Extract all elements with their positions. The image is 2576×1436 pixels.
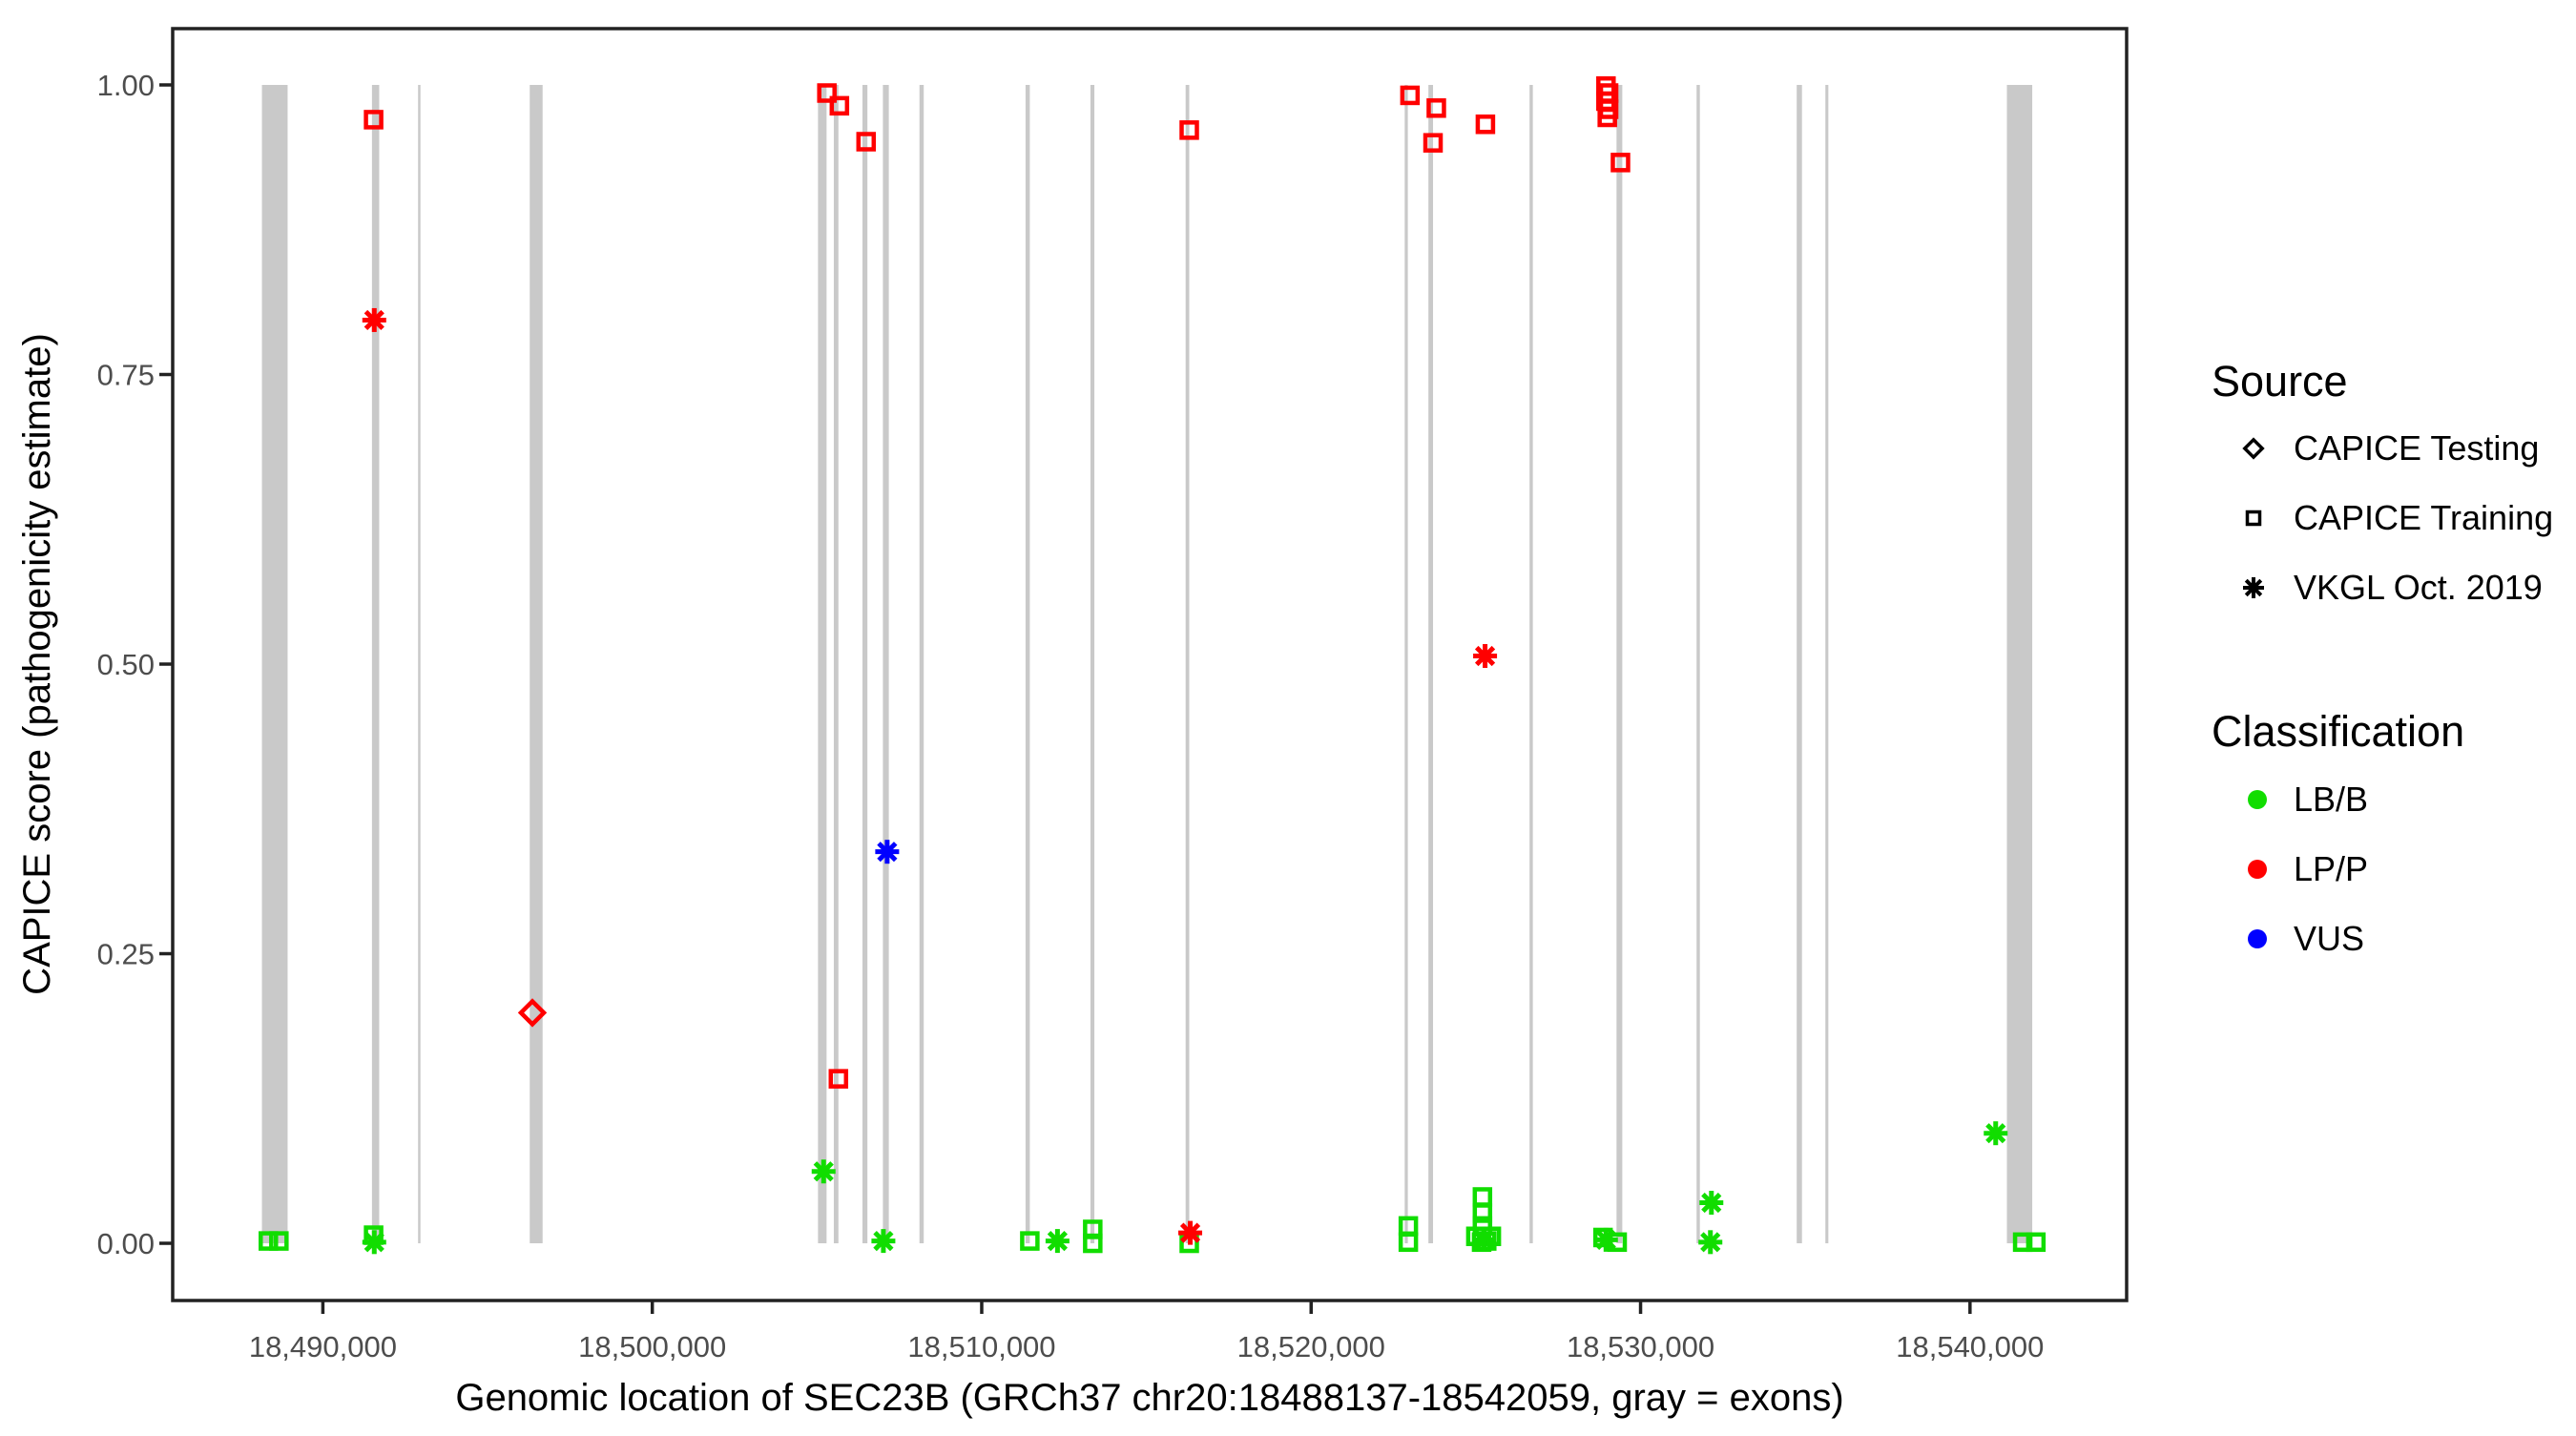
data-point-training [1083,1233,1103,1254]
exon-bar [919,85,924,1244]
exon-bar [818,85,827,1244]
x-tick-label: 18,540,000 [1896,1330,2044,1363]
data-point-vkgl [1698,1230,1723,1255]
data-point-training [1423,133,1444,153]
exon-bar [883,85,889,1244]
x-tick-label: 18,520,000 [1237,1330,1385,1363]
legend-classification-title: Classification [2212,707,2464,756]
exon-bar [1025,85,1030,1244]
data-point-training [828,1069,849,1089]
legend-item-capice-training: CAPICE Training [2294,498,2553,537]
x-axis: 18,490,000 18,500,000 18,510,000 18,520,000… [249,1301,2044,1363]
exon-bar [1797,85,1802,1244]
plot-panel-border [171,27,2129,1302]
exon-bar [862,85,868,1244]
exon-bar [1529,85,1533,1244]
exon-bar [1185,85,1190,1244]
exon-bar [530,85,543,1244]
legend-marker-asterisk [2243,577,2264,598]
y-tick-label: 1.00 [97,69,155,102]
data-point-vkgl [1473,644,1498,669]
data-point-vkgl [1045,1229,1070,1254]
data-point-vkgl [875,840,900,864]
data-point-training [1398,1216,1419,1237]
data-point-vkgl [1472,1227,1497,1252]
data-point-training [259,1231,279,1251]
data-point-training [1472,1203,1493,1223]
data-point-training [1020,1231,1040,1251]
legend-marker-diamond [2242,437,2265,460]
data-point-training [1597,107,1617,128]
exon-bar [2006,85,2033,1244]
data-point-training [2025,1232,2046,1253]
data-point-training [856,132,877,152]
legend-item-vus: VUS [2294,919,2364,958]
legend-marker-square [2245,510,2262,527]
data-point-training [1179,120,1199,140]
exon-bar [1428,85,1434,1244]
exon-bar [1825,85,1829,1244]
legend-source-title: Source [2212,357,2348,406]
data-point-training [1400,85,1421,106]
data-point-training [1426,98,1446,118]
data-point-vkgl [1593,1227,1618,1252]
legend-classification-markers [2248,790,2267,948]
data-point-training [1398,1232,1419,1253]
data-point-training [1475,114,1496,135]
legend-item-lpp: LP/P [2294,849,2368,888]
x-tick-label: 18,490,000 [249,1330,397,1363]
data-point-testing [517,998,548,1028]
y-tick-label: 0.75 [97,359,155,392]
legend-dot-lb-b [2248,790,2267,809]
exon-bar [418,85,421,1244]
data-point-training [829,95,850,116]
exon-bar [1696,85,1700,1244]
legend-item-lbb: LB/B [2294,780,2368,819]
exon-bar [371,85,380,1244]
y-tick-label: 0.50 [97,648,155,681]
data-point-training [1472,1187,1493,1207]
legend-dot-vus [2248,929,2267,948]
data-point-training [817,83,837,103]
exon-bar [261,85,288,1244]
y-tick-label: 0.00 [97,1227,155,1260]
y-tick-label: 0.25 [97,938,155,971]
data-point-vkgl [362,307,386,332]
legend-dot-lp-p [2248,860,2267,879]
data-point-vkgl [871,1229,896,1254]
data-points-group [259,75,2046,1255]
data-point-vkgl [1984,1121,2008,1146]
data-point-vkgl [1699,1191,1724,1216]
data-point-vkgl [811,1159,836,1184]
data-point-training [1610,153,1631,173]
exon-bar [1404,85,1408,1244]
exon-bar [1616,85,1623,1244]
data-point-vkgl [362,1230,386,1255]
y-axis-title: CAPICE score (pathogenicity estimate) [16,333,58,995]
x-tick-label: 18,500,000 [578,1330,726,1363]
legend-source: Source CAPICE Testing CAPICE Training VK… [2212,357,2553,607]
exon-bar [1090,85,1095,1244]
legend-source-markers [2242,437,2265,598]
data-point-training [269,1231,289,1251]
legend-item-vkgl: VKGL Oct. 2019 [2294,568,2543,607]
x-axis-title: Genomic location of SEC23B (GRCh37 chr20… [455,1377,1843,1419]
legend-item-capice-testing: CAPICE Testing [2294,428,2539,468]
y-axis: 0.00 0.25 0.50 0.75 1.00 [97,69,173,1260]
exon-bar [833,85,839,1244]
exon-band-group [261,85,2033,1244]
legend-classification: Classification LB/B LP/P VUS [2212,707,2464,958]
x-tick-label: 18,530,000 [1567,1330,1714,1363]
data-point-training [364,110,384,130]
data-point-vkgl [1178,1220,1203,1245]
x-tick-label: 18,510,000 [907,1330,1055,1363]
